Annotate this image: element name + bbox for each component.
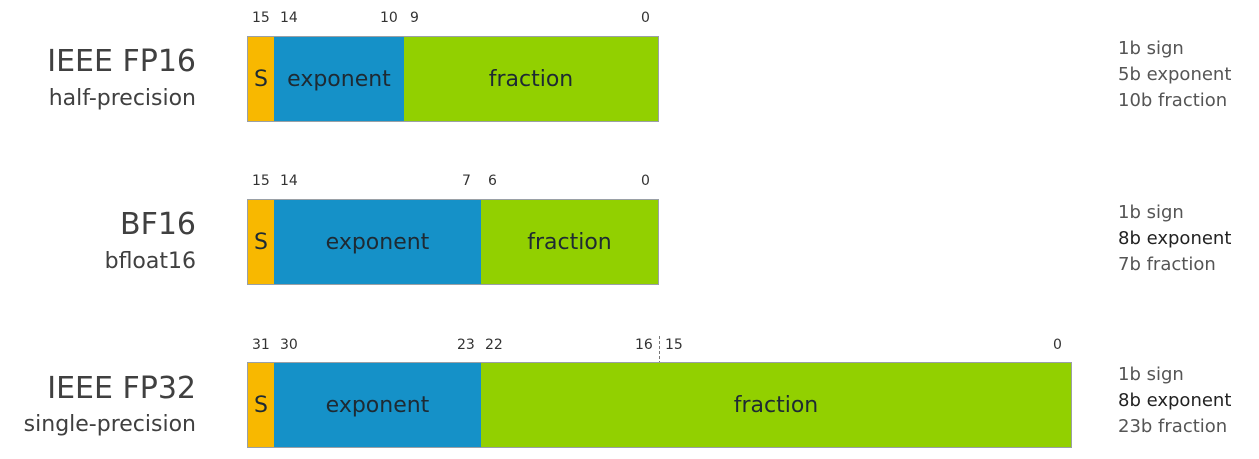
sign-segment: S [248, 363, 274, 447]
bit-label-16: 16 [635, 337, 653, 353]
exponent-segment: exponent [274, 363, 481, 447]
exponent-label: exponent [325, 229, 430, 255]
format-description: 1b sign 5b exponent 10b fraction [1118, 36, 1231, 114]
bit-label-15: 15 [665, 337, 683, 353]
exponent-segment: exponent [274, 37, 404, 121]
bit-label-15: 15 [252, 10, 270, 26]
fraction-label: fraction [527, 229, 612, 255]
format-description: 1b sign 8b exponent 23b fraction [1118, 362, 1231, 440]
sign-label: S [254, 66, 268, 92]
exponent-segment: exponent [274, 200, 481, 284]
sign-segment: S [248, 200, 274, 284]
bit-label-31: 31 [252, 337, 270, 353]
bit-label-0: 0 [641, 10, 650, 26]
sign-segment: S [248, 37, 274, 121]
exponent-bits-desc: 8b exponent [1118, 228, 1232, 249]
format-description: 1b sign 8b exponent 7b fraction [1118, 200, 1231, 278]
sign-bits-desc: 1b sign [1118, 364, 1184, 385]
bit-label-0: 0 [641, 173, 650, 189]
bit-label-22: 22 [485, 337, 503, 353]
bit-label-14: 14 [280, 173, 298, 189]
sign-label: S [254, 229, 268, 255]
fraction-bits-desc: 7b fraction [1118, 254, 1216, 275]
sign-bits-desc: 1b sign [1118, 202, 1184, 223]
sign-bits-desc: 1b sign [1118, 38, 1184, 59]
format-name: BF16 [119, 207, 196, 242]
format-subtitle: half-precision [48, 86, 196, 111]
fraction-segment: fraction [481, 200, 658, 284]
fraction-segment: fraction [404, 37, 658, 121]
bit-label-9: 9 [410, 10, 419, 26]
sign-label: S [254, 392, 268, 418]
format-subtitle: bfloat16 [104, 249, 196, 274]
exponent-label: exponent [287, 66, 391, 92]
bit-label-6: 6 [488, 173, 497, 189]
exponent-label: exponent [325, 392, 430, 418]
exponent-bits-desc: 8b exponent [1118, 390, 1232, 411]
bit-layout-bar: S exponent fraction [247, 36, 659, 122]
bit-layout-bar: S exponent fraction [247, 362, 1072, 448]
fraction-label: fraction [733, 392, 819, 418]
bit-label-14: 14 [280, 10, 298, 26]
bit-label-23: 23 [457, 337, 475, 353]
fraction-label: fraction [488, 66, 574, 92]
bit-label-30: 30 [280, 337, 298, 353]
exponent-bits-desc: 5b exponent [1118, 64, 1232, 85]
fraction-bits-desc: 23b fraction [1118, 416, 1228, 437]
bit-layout-bar: S exponent fraction [247, 199, 659, 285]
bit-label-7: 7 [462, 173, 471, 189]
bit-label-0: 0 [1053, 337, 1062, 353]
bit-label-10: 10 [380, 10, 398, 26]
fraction-bits-desc: 10b fraction [1118, 90, 1228, 111]
bit-label-15: 15 [252, 173, 270, 189]
fraction-segment: fraction [481, 363, 1071, 447]
format-name: IEEE FP16 [47, 44, 196, 79]
format-subtitle: single-precision [23, 412, 196, 437]
format-name: IEEE FP32 [47, 371, 196, 406]
